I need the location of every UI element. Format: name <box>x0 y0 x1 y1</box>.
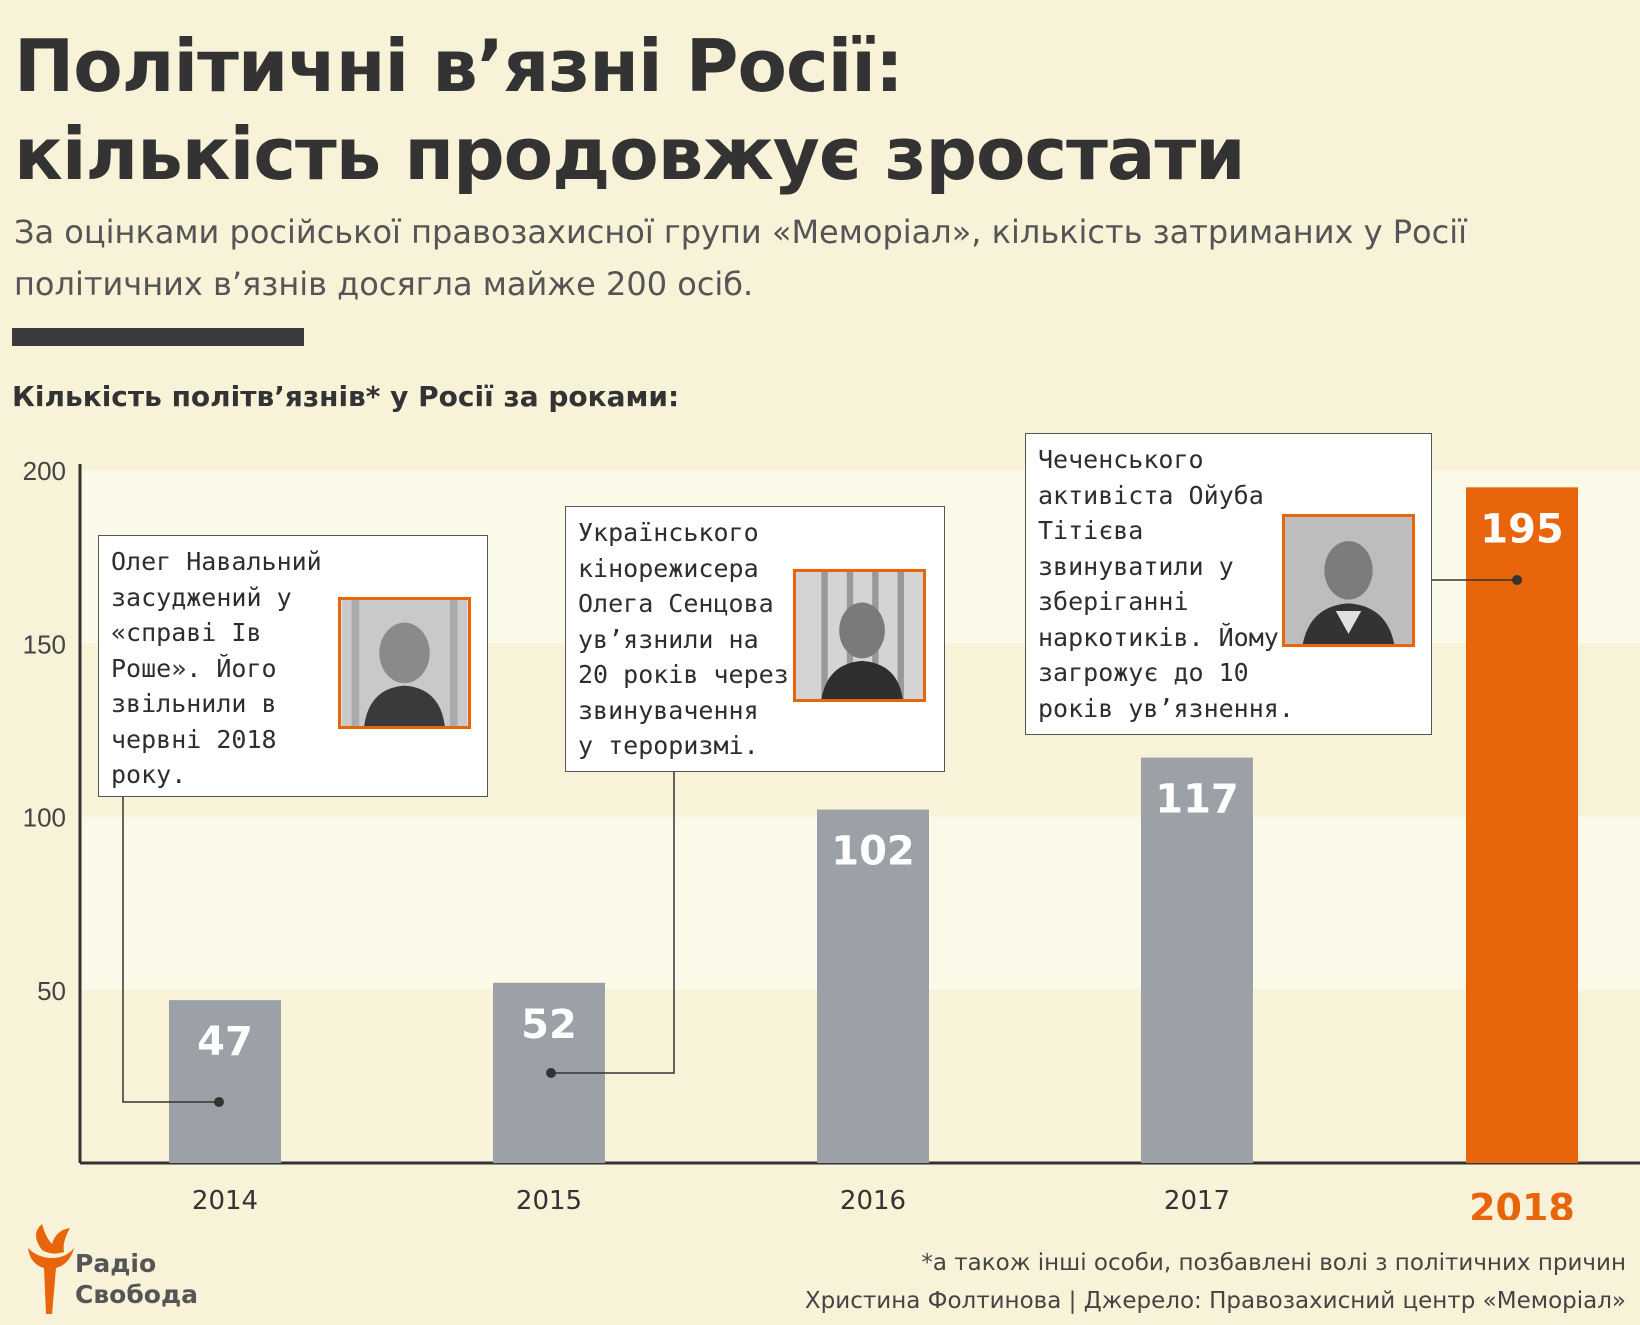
bar-value-label: 47 <box>197 1019 253 1065</box>
callout-connector <box>122 797 219 1103</box>
callout-line: років ув’язнення. <box>1038 693 1294 723</box>
callout-line: звинуватили у <box>1038 551 1234 581</box>
title-line-1: Політичні в’язні Росії: <box>14 24 904 108</box>
callout-line: у тероризмі. <box>578 731 759 760</box>
callout-line: наркотиків. Йому <box>1038 622 1279 652</box>
page-subtitle: За оцінками російської правозахисної гру… <box>14 206 1614 310</box>
callout-anchor-dot <box>1512 575 1522 585</box>
logo-text: Радіо Свобода <box>75 1248 198 1310</box>
y-tick-label: 50 <box>37 976 66 1006</box>
bar-value-label: 102 <box>831 829 915 875</box>
page-title: Політичні в’язні Росії: кількість продов… <box>14 22 1614 198</box>
portrait-icon <box>1282 514 1415 647</box>
bar-value-label: 117 <box>1155 777 1239 823</box>
x-tick-label: 2015 <box>516 1186 582 1216</box>
callout-line: засуджений у <box>111 582 292 612</box>
bar-2017 <box>1141 757 1253 1163</box>
callout-line: звільнили в <box>111 689 277 718</box>
x-tick-label: 2014 <box>192 1186 258 1216</box>
x-tick-label: 2016 <box>840 1186 906 1216</box>
callout-navalny: Олег Навальний засуджений у «справі Ів Р… <box>98 535 488 797</box>
bar-value-label: 195 <box>1480 506 1564 552</box>
chart-title: Кількість політв’язнів* у Росії за рокам… <box>12 380 680 413</box>
subtitle-line-1: За оцінками російської правозахисної гру… <box>14 213 1467 251</box>
x-tick-label: 2018 <box>1469 1186 1575 1220</box>
callout-line: Чеченського <box>1038 445 1204 474</box>
callout-line: звинувачення <box>578 695 759 725</box>
title-line-2: кількість продовжує зростати <box>14 112 1246 196</box>
footnote: *а також інші особи, позбавлені волі з п… <box>921 1250 1626 1276</box>
callout-line: кінорежисера <box>578 553 759 583</box>
logo-line-2: Свобода <box>75 1280 199 1309</box>
y-tick-label: 150 <box>23 629 66 659</box>
portrait-icon <box>338 597 471 729</box>
y-tick-label: 100 <box>23 803 66 833</box>
bar-2016 <box>817 809 929 1163</box>
bar-2018 <box>1466 487 1578 1163</box>
y-tick-label: 200 <box>23 456 66 486</box>
portrait-icon <box>793 569 926 702</box>
callout-line: року. <box>111 760 187 789</box>
divider <box>12 328 304 346</box>
callout-line: 20 років через <box>578 660 789 689</box>
credits: Христина Фолтинова | Джерело: Правозахис… <box>804 1288 1626 1314</box>
callout-sentsov: Українського кінорежисера Олега Сенцова … <box>565 506 945 772</box>
callout-anchor-dot <box>214 1097 224 1107</box>
bar-value-label: 52 <box>521 1002 577 1048</box>
callout-anchor-dot <box>546 1068 556 1078</box>
logo-line-1: Радіо <box>75 1249 157 1278</box>
callout-line: ув’язнили на <box>578 624 759 654</box>
callout-line: зберіганні <box>1038 587 1189 616</box>
callout-line: червні 2018 <box>111 724 277 754</box>
callout-line: загрожує до 10 <box>1038 658 1249 687</box>
subtitle-line-2: політичних в’язнів досягла майже 200 осі… <box>14 265 754 303</box>
x-tick-label: 2017 <box>1164 1186 1230 1216</box>
callout-line: Тітієва <box>1038 516 1144 545</box>
radio-svoboda-logo <box>28 1224 74 1314</box>
bar-2014 <box>169 1000 281 1163</box>
callout-line: Українського <box>578 518 759 547</box>
callout-line: активіста Ойуба <box>1038 480 1264 510</box>
callout-line: «справі Ів <box>111 618 262 647</box>
callout-line: Олега Сенцова <box>578 589 774 618</box>
callout-line: Олег Навальний <box>111 547 322 576</box>
callout-line: Роше». Його <box>111 653 277 683</box>
callout-connector <box>551 772 675 1074</box>
